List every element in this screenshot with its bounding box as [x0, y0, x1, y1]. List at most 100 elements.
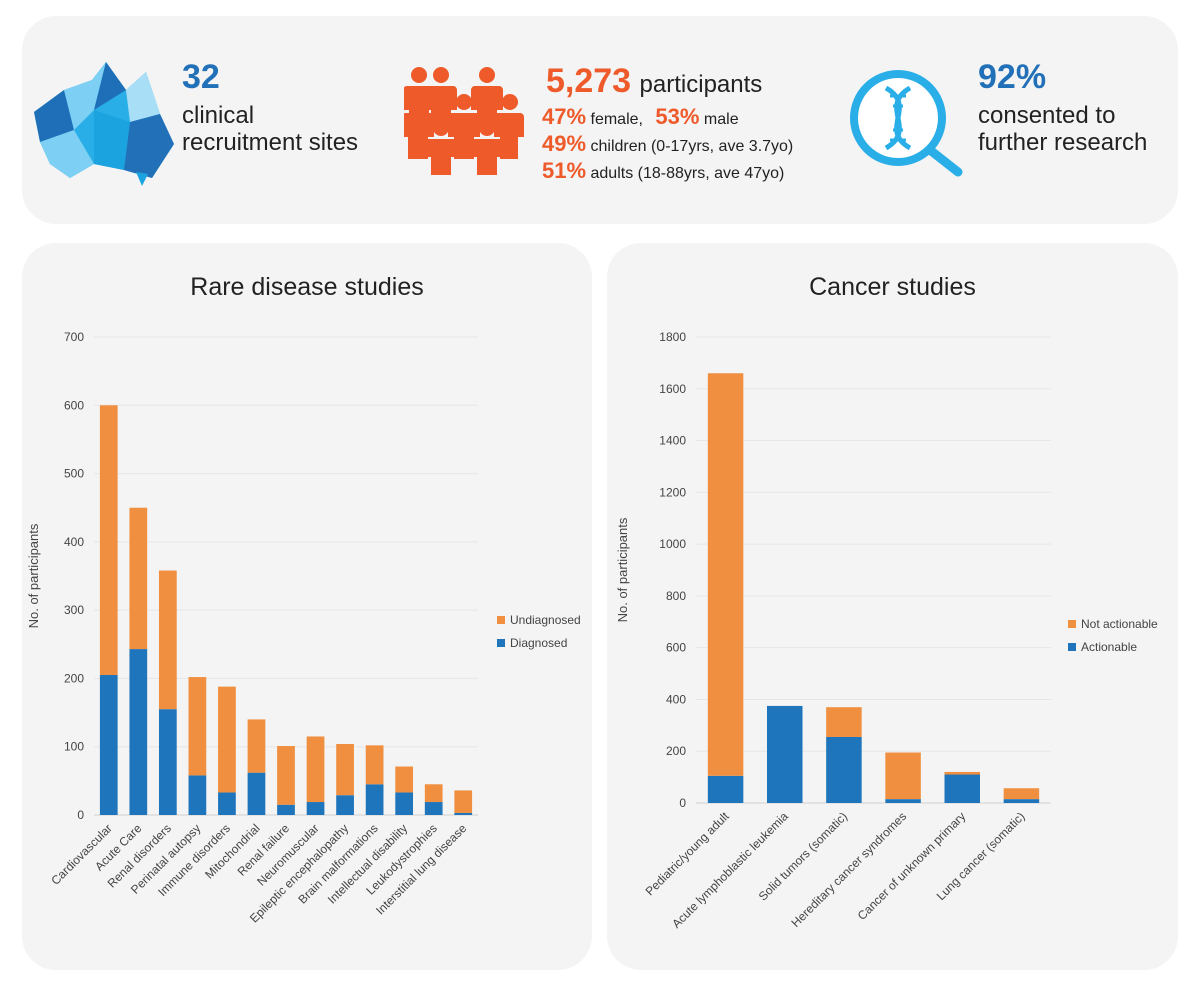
bar-undiagnosed: [336, 743, 354, 796]
bar-actionable: [826, 736, 862, 803]
bar-undiagnosed: [424, 784, 443, 803]
adults-label: adults (18-88yrs, ave 47yo): [590, 165, 785, 182]
children-label: children (0-17yrs, ave 3.7yo): [590, 138, 794, 155]
bar-actionable: [944, 774, 980, 803]
bar-diagnosed: [454, 812, 473, 815]
sites-line1: clinical: [182, 102, 255, 129]
children-pct: 49%: [542, 131, 587, 156]
bar-undiagnosed: [365, 745, 384, 785]
y-axis-label: No. of participants: [615, 517, 630, 622]
bar-not-actionable: [885, 752, 921, 800]
y-tick-label: 700: [64, 330, 84, 344]
y-tick-label: 600: [666, 641, 686, 655]
australia-map-icon: [34, 62, 174, 186]
consent-number: 92%: [978, 58, 1047, 96]
consent-line2: further research: [978, 129, 1148, 156]
y-tick-label: 1400: [659, 434, 686, 448]
cancer-chart: 0 200 400 600 800 1000 1200 1400 1600 1800 No. of …: [615, 330, 1158, 931]
bar-diagnosed: [129, 649, 148, 815]
y-tick-label: 400: [64, 535, 84, 549]
legend-swatch: [497, 639, 505, 647]
cancer-chart-title: Cancer studies: [809, 273, 976, 301]
participants-label: participants: [639, 71, 763, 98]
participants-headline: 5,273 participants: [546, 64, 762, 98]
bar-diagnosed: [188, 775, 207, 815]
children-row: 49% children (0-17yrs, ave 3.7yo): [542, 131, 793, 157]
bar-diagnosed: [218, 792, 236, 815]
dna-magnifier-icon: [850, 70, 963, 177]
bar-diagnosed: [395, 792, 414, 815]
x-tick-label: Acute lymphoblastic leukemia: [669, 809, 791, 931]
bar-undiagnosed: [158, 570, 177, 710]
bar-not-actionable: [1003, 788, 1040, 800]
legend-label: Undiagnosed: [510, 613, 581, 627]
sites-line2: recruitment sites: [182, 129, 359, 156]
bar-diagnosed: [306, 802, 325, 815]
y-tick-label: 300: [64, 603, 84, 617]
y-tick-label: 200: [64, 671, 84, 685]
y-tick-label: 1600: [659, 382, 686, 396]
bar-undiagnosed: [218, 686, 236, 793]
bar-diagnosed: [247, 772, 266, 815]
y-tick-label: 100: [64, 740, 84, 754]
y-tick-label: 600: [64, 398, 84, 412]
bar-undiagnosed: [277, 746, 295, 805]
rare-chart-title: Rare disease studies: [190, 273, 424, 301]
legend-swatch: [1068, 643, 1076, 651]
y-tick-label: 1200: [659, 485, 686, 499]
rare-disease-chart: 0 100 200 300 400 500 600 700 No. of participant…: [26, 330, 581, 925]
bar-actionable: [1003, 799, 1040, 803]
bar-diagnosed: [424, 802, 443, 815]
consent-line1: consented to: [978, 102, 1116, 129]
y-tick-label: 200: [666, 744, 686, 758]
y-tick-label: 1000: [659, 537, 686, 551]
legend-label: Actionable: [1081, 640, 1137, 654]
consent-stat: 92% consented to further research: [978, 60, 1147, 156]
bar-actionable: [767, 705, 803, 803]
bar-not-actionable: [826, 707, 862, 737]
y-tick-label: 500: [64, 467, 84, 481]
bar-undiagnosed: [247, 719, 266, 773]
stats-panel: 32 clinical recruitment sites 5,273 part…: [22, 16, 1178, 224]
male-pct: 53%: [655, 104, 700, 129]
adults-pct: 51%: [542, 158, 587, 183]
bar-diagnosed: [336, 795, 354, 815]
bar-not-actionable: [944, 771, 980, 775]
bar-undiagnosed: [395, 766, 414, 793]
bar-actionable: [885, 799, 921, 803]
bar-diagnosed: [365, 784, 384, 815]
legend-swatch: [1068, 620, 1076, 628]
y-tick-label: 1800: [659, 330, 686, 344]
bar-undiagnosed: [188, 677, 207, 776]
sites-number: 32: [182, 58, 220, 96]
bar-actionable: [707, 775, 744, 803]
y-axis-label: No. of participants: [26, 523, 41, 628]
rare-disease-panel: Rare disease studies 0 100 200 300 400 500 600…: [22, 243, 592, 970]
male-label: male: [703, 111, 739, 128]
people-icon: [404, 67, 524, 175]
legend-label: Diagnosed: [510, 636, 567, 650]
bar-diagnosed: [277, 804, 295, 815]
x-tick-label: Cancer of unknown primary: [855, 809, 969, 923]
adults-row: 51% adults (18-88yrs, ave 47yo): [542, 158, 784, 184]
gender-row: 47% female, 53% male: [542, 104, 739, 130]
sites-stat: 32 clinical recruitment sites: [182, 60, 358, 156]
cancer-panel: Cancer studies 0 200 400 600 800 1000 1200 1400…: [607, 243, 1178, 970]
y-tick-label: 400: [666, 692, 686, 706]
bar-undiagnosed: [306, 736, 325, 803]
y-tick-label: 800: [666, 589, 686, 603]
legend-label: Not actionable: [1081, 617, 1158, 631]
bar-undiagnosed: [99, 405, 118, 676]
bar-not-actionable: [707, 373, 744, 776]
y-tick-label: 0: [77, 808, 84, 822]
y-tick-label: 0: [679, 796, 686, 810]
bar-diagnosed: [158, 709, 177, 815]
bar-undiagnosed: [454, 790, 473, 813]
female-pct: 47%: [542, 104, 587, 129]
bar-undiagnosed: [129, 507, 148, 650]
legend-swatch: [497, 616, 505, 624]
x-tick-label: Hereditary cancer syndromes: [788, 809, 909, 930]
participants-number: 5,273: [546, 62, 632, 100]
bar-diagnosed: [99, 675, 118, 815]
female-label: female,: [590, 111, 643, 128]
